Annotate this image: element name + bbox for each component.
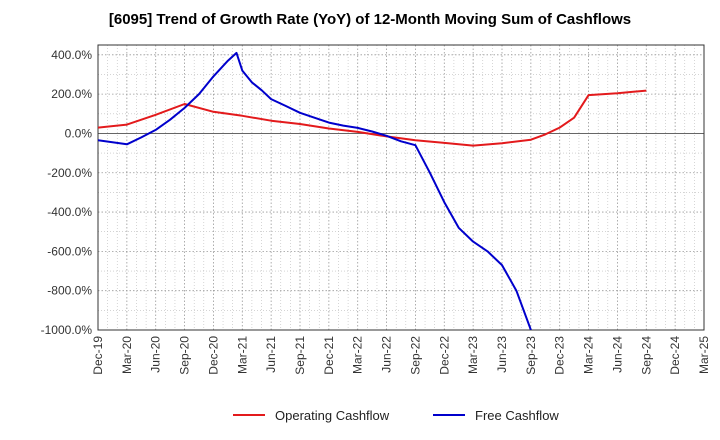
x-tick-label: Dec-23 — [553, 336, 567, 375]
x-tick-label: Dec-19 — [91, 336, 105, 375]
x-tick-label: Sep-23 — [524, 336, 538, 375]
x-tick-label: Sep-21 — [293, 336, 307, 375]
y-tick-label: 400.0% — [51, 48, 92, 62]
x-tick-label: Dec-20 — [206, 336, 220, 375]
legend: Operating Cashflow Free Cashflow — [233, 408, 559, 423]
y-tick-label: -1000.0% — [41, 323, 93, 337]
y-tick-label: 0.0% — [65, 126, 93, 140]
x-tick-label: Jun-24 — [610, 336, 624, 373]
x-tick-label: Sep-20 — [178, 336, 192, 375]
x-tick-label: Sep-24 — [639, 336, 653, 375]
x-tick-label: Mar-21 — [235, 336, 249, 374]
x-tick-label: Mar-22 — [351, 336, 365, 374]
x-tick-label: Mar-23 — [466, 336, 480, 374]
x-tick-label: Dec-21 — [322, 336, 336, 375]
axes: 400.0% 200.0% 0.0% -200.0% -400.0% -600.0% -80… — [41, 44, 711, 375]
y-tick-label: -200.0% — [47, 166, 92, 180]
x-tick-label: Jun-22 — [380, 336, 394, 373]
x-tick-label: Mar-25 — [697, 336, 711, 374]
y-tick-label: -400.0% — [47, 205, 92, 219]
x-tick-label: Sep-22 — [408, 336, 422, 375]
x-tick-label: Jun-21 — [264, 336, 278, 373]
x-tick-label: Dec-22 — [437, 336, 451, 375]
y-tick-label: -600.0% — [47, 244, 92, 258]
grid — [97, 45, 705, 331]
x-tick-label: Mar-24 — [582, 336, 596, 374]
x-tick-label: Jun-23 — [495, 336, 509, 373]
x-tick-label: Mar-20 — [120, 336, 134, 374]
y-tick-label: -800.0% — [47, 284, 92, 298]
x-tick-label: Jun-20 — [149, 336, 163, 373]
y-tick-label: 200.0% — [51, 87, 92, 101]
legend-label-operating-cashflow: Operating Cashflow — [275, 408, 390, 423]
plot-frame — [97, 44, 705, 331]
operating-cashflow-line — [98, 89, 647, 147]
free-cashflow-line — [98, 51, 532, 330]
chart-title: [6095] Trend of Growth Rate (YoY) of 12-… — [109, 11, 631, 28]
x-tick-label: Dec-24 — [668, 336, 682, 375]
plot-area — [98, 51, 647, 330]
legend-label-free-cashflow: Free Cashflow — [475, 408, 559, 423]
